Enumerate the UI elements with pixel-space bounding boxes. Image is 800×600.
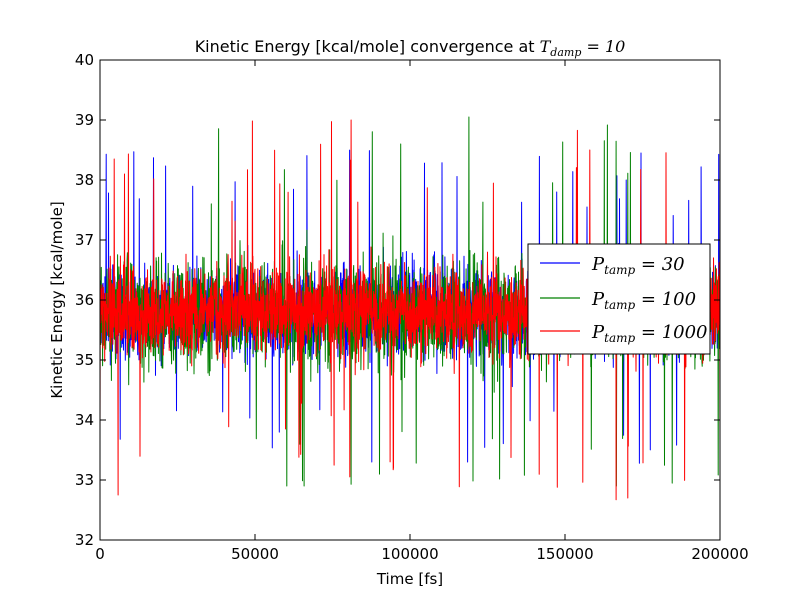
legend-label-ptamp-100: Ptamp = 100 <box>591 289 696 312</box>
legend-label-ptamp-1000: Ptamp = 1000 <box>591 322 708 345</box>
x-axis-label: Time [fs] <box>376 570 443 588</box>
y-tick-label: 34 <box>75 411 94 429</box>
x-tick-label: 200000 <box>691 545 748 563</box>
y-axis-label: Kinetic Energy [kcal/mole] <box>48 201 66 398</box>
y-tick-label: 38 <box>75 171 94 189</box>
chart-title: Kinetic Energy [kcal/mole] convergence a… <box>195 37 626 59</box>
legend: Ptamp = 30 Ptamp = 100 Ptamp = 1000 <box>527 243 711 355</box>
y-tick-label: 32 <box>75 531 94 549</box>
y-tick-label: 40 <box>75 51 94 69</box>
y-tick-label: 39 <box>75 111 94 129</box>
y-tick-label: 35 <box>75 351 94 369</box>
ticks-layer: 0 50000 100000 150000 200000 32 33 34 35 36 37 38 39… <box>75 51 749 563</box>
x-tick-label: 50000 <box>231 545 279 563</box>
legend-label-ptamp-30: Ptamp = 30 <box>591 254 685 277</box>
y-tick-label: 33 <box>75 471 94 489</box>
x-tick-label: 150000 <box>536 545 593 563</box>
x-tick-label: 0 <box>95 545 105 563</box>
legend-box <box>527 243 711 355</box>
y-tick-label: 37 <box>75 231 94 249</box>
x-tick-label: 100000 <box>381 545 438 563</box>
y-tick-label: 36 <box>75 291 94 309</box>
